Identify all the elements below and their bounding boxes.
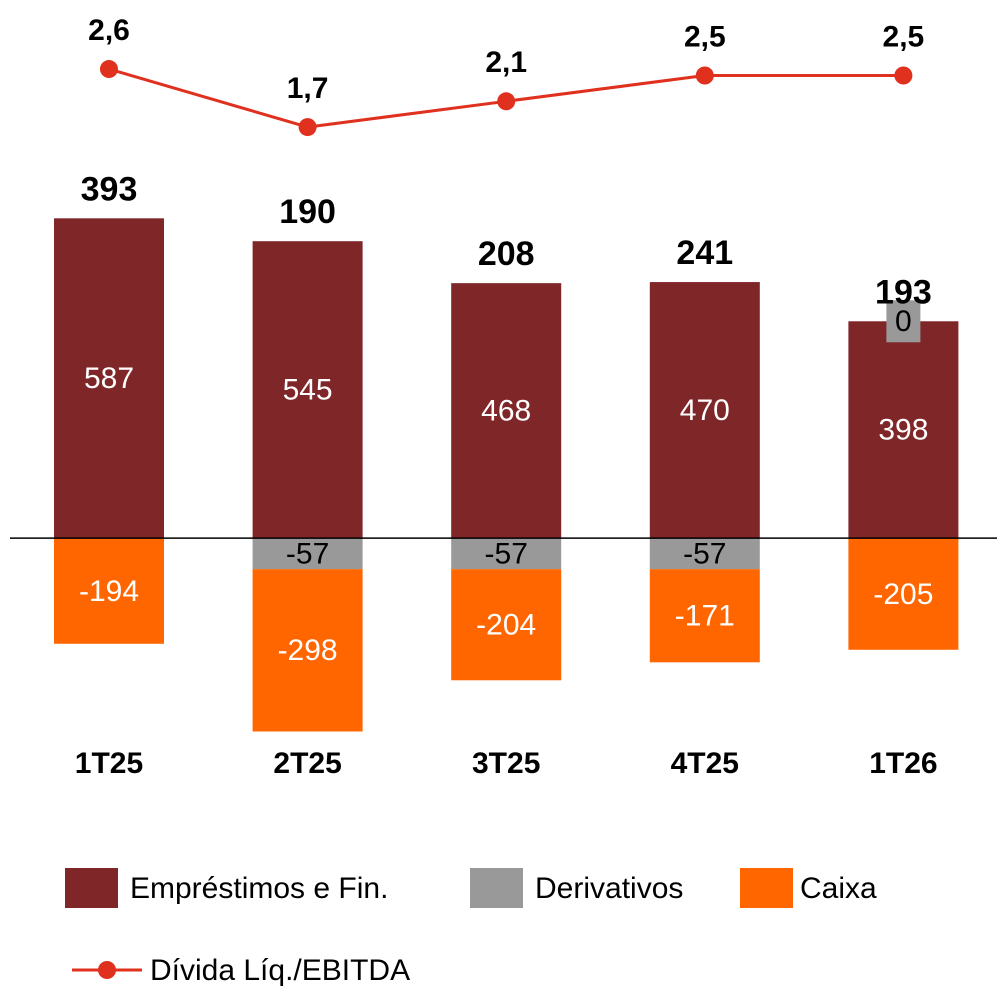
line-point bbox=[497, 92, 516, 111]
bar-segment bbox=[649, 538, 760, 570]
legend-label: Derivativos bbox=[535, 872, 683, 905]
legend-marker bbox=[98, 961, 116, 979]
value-label: -298 bbox=[278, 634, 338, 667]
total-label: 193 bbox=[875, 273, 932, 311]
bar-segment bbox=[252, 569, 363, 732]
line-value-label: 2,1 bbox=[485, 46, 527, 79]
bar-segment bbox=[54, 538, 164, 644]
x-tick-label: 1T25 bbox=[75, 747, 143, 780]
label-background bbox=[886, 300, 921, 343]
legend-label: Dívida Líq./EBITDA bbox=[150, 954, 410, 987]
bar-segment bbox=[451, 569, 562, 681]
value-label: 545 bbox=[283, 374, 333, 407]
value-label: 468 bbox=[481, 395, 531, 428]
line-value-label: 2,5 bbox=[883, 20, 925, 53]
total-label: 190 bbox=[279, 193, 336, 231]
line-point bbox=[298, 118, 317, 137]
bar-segment bbox=[252, 538, 363, 570]
legend-swatch bbox=[470, 868, 523, 908]
value-label: -57 bbox=[485, 538, 528, 571]
value-label: -194 bbox=[79, 575, 139, 608]
total-label: 393 bbox=[81, 170, 138, 208]
value-label: 587 bbox=[84, 362, 134, 395]
value-label: 0 bbox=[895, 305, 912, 338]
value-label: -57 bbox=[286, 538, 329, 571]
value-label: -57 bbox=[683, 538, 726, 571]
x-tick-label: 3T25 bbox=[472, 747, 540, 780]
bar-segment bbox=[252, 241, 363, 539]
total-label: 241 bbox=[676, 234, 733, 272]
value-label: -204 bbox=[476, 609, 536, 642]
bar-segment bbox=[848, 538, 959, 650]
line-point bbox=[894, 66, 913, 85]
value-label: -205 bbox=[873, 578, 933, 611]
x-tick-label: 2T25 bbox=[273, 747, 341, 780]
x-tick-label: 1T26 bbox=[869, 747, 937, 780]
line-value-label: 2,5 bbox=[684, 20, 726, 53]
value-label: 398 bbox=[878, 414, 928, 447]
x-tick-label: 4T25 bbox=[671, 747, 739, 780]
legend-swatch bbox=[65, 868, 118, 908]
bar-segment bbox=[848, 321, 959, 539]
total-label: 208 bbox=[478, 235, 535, 273]
value-label: 470 bbox=[680, 394, 730, 427]
line-value-label: 1,7 bbox=[287, 72, 329, 105]
bar-segment bbox=[451, 283, 562, 539]
value-label: -171 bbox=[675, 600, 735, 633]
bar-segment bbox=[451, 538, 562, 570]
legend-swatch bbox=[740, 868, 793, 908]
bar-segment bbox=[649, 282, 760, 539]
line-point bbox=[695, 66, 714, 85]
line-point bbox=[100, 60, 118, 79]
legend-label: Caixa bbox=[800, 872, 877, 905]
line-value-label: 2,6 bbox=[88, 14, 130, 47]
bar-segment bbox=[54, 218, 164, 539]
legend-label: Empréstimos e Fin. bbox=[130, 872, 388, 905]
bar-segment bbox=[649, 569, 760, 663]
